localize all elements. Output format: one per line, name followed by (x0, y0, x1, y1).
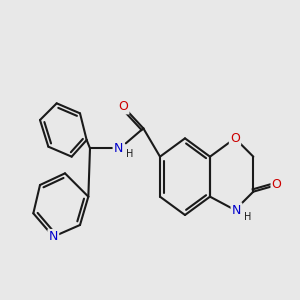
Text: N: N (232, 203, 241, 217)
Text: N: N (49, 230, 58, 243)
Text: O: O (272, 178, 282, 191)
Text: H: H (244, 212, 251, 222)
Text: O: O (230, 132, 240, 145)
Text: N: N (114, 142, 123, 155)
Text: H: H (126, 149, 133, 159)
Text: O: O (118, 100, 128, 113)
